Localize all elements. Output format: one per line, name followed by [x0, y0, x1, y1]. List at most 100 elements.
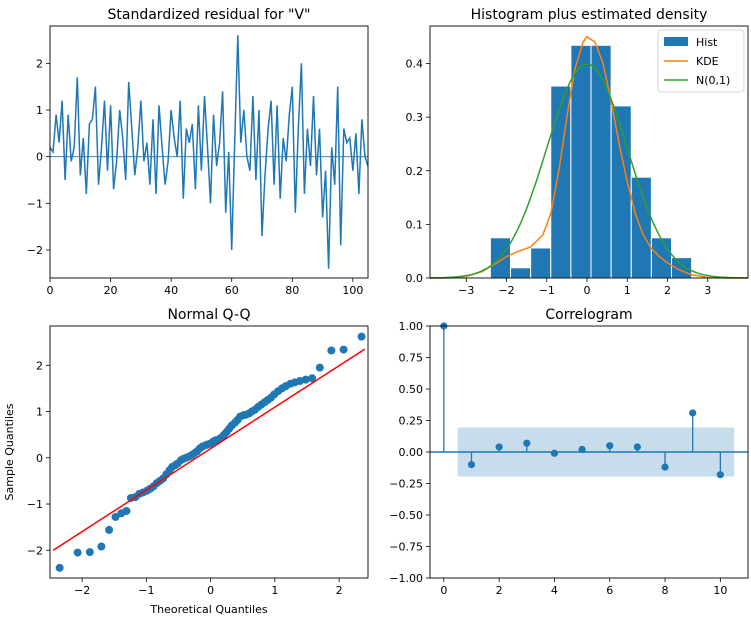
x-tick-label: −3: [458, 284, 474, 297]
x-tick-label: 8: [662, 584, 669, 597]
x-tick-label: 60: [225, 284, 239, 297]
y-tick-label: 0.4: [406, 58, 424, 71]
y-tick-label: −1: [27, 498, 43, 511]
x-tick-label: 80: [285, 284, 299, 297]
y-tick-label: 0: [36, 151, 43, 164]
qq-point: [315, 363, 324, 372]
chart-title: Normal Q-Q: [167, 307, 250, 323]
x-tick-label: 10: [713, 584, 727, 597]
chart-title: Correlogram: [545, 307, 632, 323]
acf-marker: [467, 461, 476, 469]
axes-frame: [49, 25, 369, 279]
legend-label: Hist: [696, 36, 718, 49]
x-tick-label: 2: [496, 584, 503, 597]
qq-point: [55, 563, 64, 572]
acf-marker: [606, 442, 614, 450]
chart-title: Histogram plus estimated density: [471, 7, 708, 23]
acf-marker: [495, 443, 503, 451]
qq-point: [327, 346, 336, 355]
qq-point: [105, 525, 114, 534]
x-tick-label: −2: [498, 284, 514, 297]
chart-title: Standardized residual for "V": [108, 7, 311, 23]
legend-label: KDE: [696, 55, 719, 68]
y-tick-label: −0.50: [389, 509, 423, 522]
y-tick-label: 0.1: [406, 218, 424, 231]
legend: Hist KDE N(0,1): [657, 29, 745, 93]
histogram-panel: Histogram plus estimated density −3 −2 −1 0 1…: [406, 7, 749, 297]
y-tick-label: 0.25: [399, 415, 424, 428]
legend-label: N(0,1): [696, 74, 730, 87]
normal-density-curve: [430, 63, 748, 279]
acf-marker: [716, 471, 724, 479]
x-tick-label: −1: [138, 584, 154, 597]
qq-panel: Normal Q-Q −2 −1 0 1 2 −2 −1 0 1 2 Theoretical Quan…: [3, 307, 369, 616]
axes-frame: [429, 25, 749, 279]
qq-point: [73, 548, 82, 557]
acf-marker: [661, 463, 669, 471]
y-tick-label: 2: [36, 359, 43, 372]
qq-reference-line: [52, 348, 366, 551]
x-tick-label: 1: [271, 584, 278, 597]
y-tick-label: −2: [27, 544, 43, 557]
y-tick-label: 0.3: [406, 111, 424, 124]
acf-marker: [578, 445, 586, 454]
histogram-bar: [570, 44, 592, 279]
y-tick-label: 0.00: [399, 446, 424, 459]
x-tick-label: 0: [47, 284, 54, 297]
y-tick-label: 0.50: [399, 383, 424, 396]
acf-marker: [523, 439, 531, 447]
x-tick-label: 3: [704, 284, 711, 297]
residual-series-line: [49, 35, 369, 269]
histogram-bar: [590, 44, 612, 279]
qq-point: [308, 374, 317, 383]
y-tick-label: 0: [36, 452, 43, 465]
y-tick-label: −1: [27, 197, 43, 210]
y-tick-label: 0.75: [399, 352, 424, 365]
x-tick-label: −1: [539, 284, 555, 297]
y-tick-label: −2: [27, 244, 43, 257]
x-tick-label: 2: [664, 284, 671, 297]
residual-panel: Standardized residual for "V"0 20 40 60 80 10…: [27, 7, 369, 297]
qq-point: [301, 375, 310, 384]
axes-frame: [49, 325, 369, 579]
x-tick-label: 1: [624, 284, 631, 297]
x-tick-label: 20: [104, 284, 118, 297]
acf-marker: [550, 449, 559, 457]
acf-marker: [689, 409, 697, 417]
histogram-bar: [610, 105, 632, 279]
x-tick-label: 2: [336, 584, 343, 597]
x-tick-label: 4: [551, 584, 558, 597]
y-axis-label: Sample Quantiles: [3, 403, 16, 500]
y-tick-label: −0.75: [389, 541, 423, 554]
histogram-bar: [510, 267, 532, 279]
qq-point: [357, 332, 366, 341]
qq-point: [97, 542, 106, 551]
x-tick-label: 0: [207, 584, 214, 597]
qq-point: [122, 506, 131, 515]
x-tick-label: 0: [440, 584, 447, 597]
x-tick-label: 40: [164, 284, 178, 297]
y-tick-label: 1: [36, 406, 43, 419]
x-tick-label: 100: [342, 284, 363, 297]
y-tick-label: 1.00: [399, 320, 424, 333]
histogram-bar: [530, 247, 552, 279]
correlogram-panel: Correlogram 0 2 4 6 8 10 −1.00 −0.75 −0.50 −0.25 0.…: [389, 307, 749, 597]
x-tick-label: 6: [606, 584, 613, 597]
x-axis-label: Theoretical Quantiles: [149, 603, 267, 616]
qq-point: [85, 548, 94, 557]
y-tick-label: 0.2: [406, 165, 424, 178]
y-tick-label: 0.0: [406, 272, 424, 285]
x-tick-label: −2: [74, 584, 90, 597]
kde-curve: [430, 35, 748, 279]
y-tick-label: 1: [36, 104, 43, 117]
y-tick-label: −1.00: [389, 572, 423, 585]
qq-point: [111, 512, 120, 521]
legend-swatch-hist: [664, 37, 688, 46]
x-tick-label: 0: [583, 284, 590, 297]
y-tick-label: −0.25: [389, 478, 423, 491]
histogram-bar: [489, 237, 512, 279]
y-tick-label: 2: [36, 57, 43, 70]
acf-marker: [633, 443, 641, 451]
qq-point: [339, 345, 348, 354]
